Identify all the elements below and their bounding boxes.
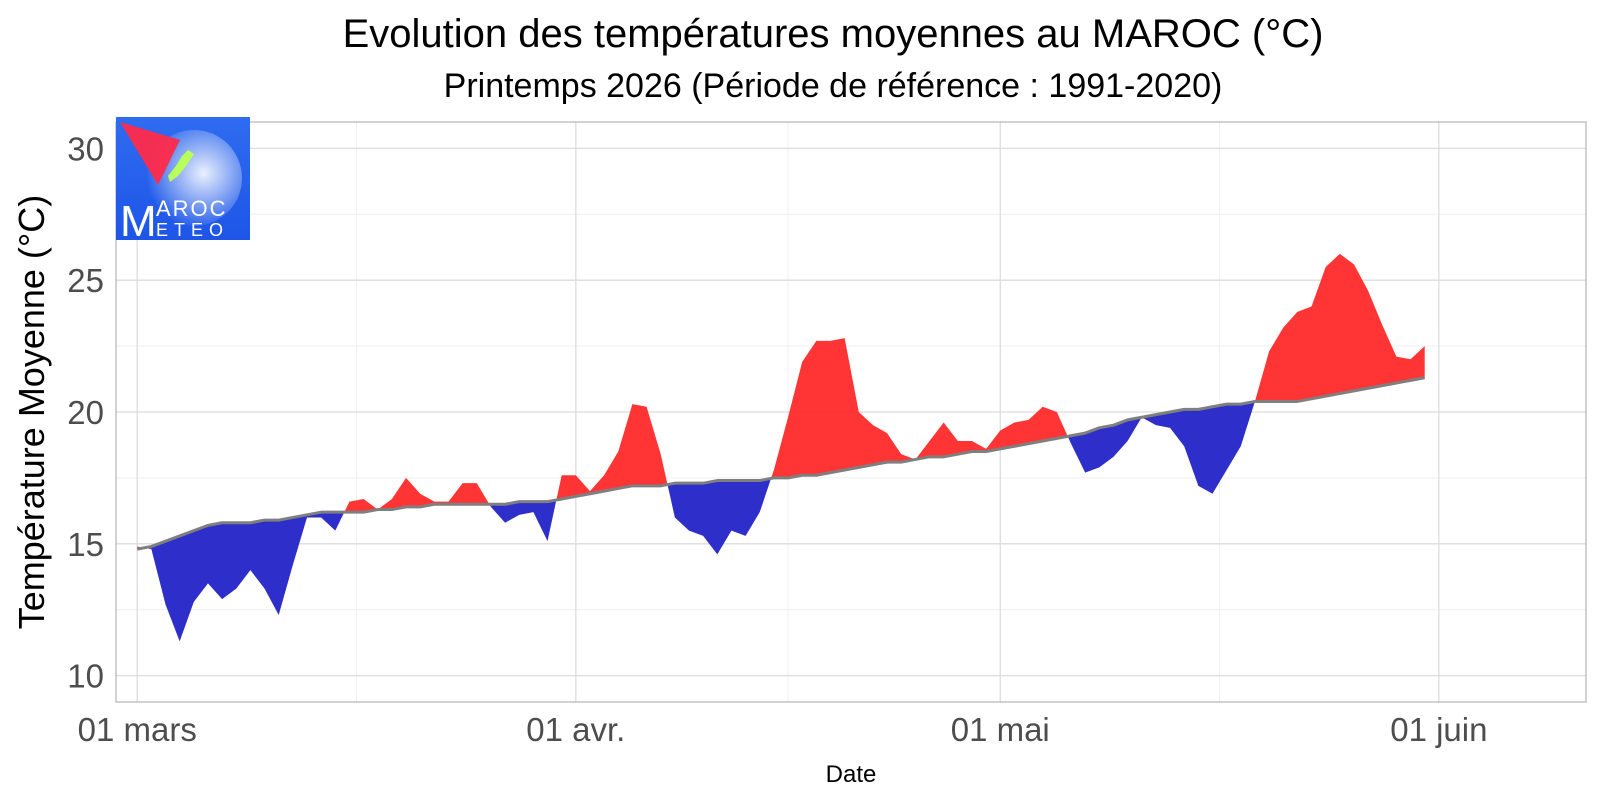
y-tick-label: 30 — [67, 130, 104, 167]
plot-panel-border — [115, 121, 1587, 703]
logo-word-aroc: AROC — [156, 196, 228, 221]
x-axis-title: Date — [826, 761, 877, 788]
below-normal-area — [489, 499, 557, 542]
x-axis-ticks: 01 mars 01 avr. 01 mai 01 juin — [78, 711, 1488, 748]
logo-letter-m: M — [120, 197, 157, 246]
minor-grid — [116, 122, 1586, 702]
logo-flag-icon — [120, 122, 180, 185]
x-tick-label: 01 avr. — [526, 711, 625, 748]
maroc-meteo-logo: M AROC ETEO — [116, 117, 250, 246]
x-tick-label: 01 mars — [78, 711, 197, 748]
above-normal-area — [1254, 253, 1425, 402]
above-normal-area — [556, 404, 668, 500]
y-tick-label: 10 — [67, 658, 104, 695]
x-tick-label: 01 mai — [951, 711, 1050, 748]
y-axis-title: Température Moyenne (°C) — [11, 195, 52, 630]
below-normal-area — [144, 512, 345, 642]
y-tick-label: 15 — [67, 526, 104, 563]
normal-temperature-line — [136, 376, 1425, 551]
x-tick-label: 01 juin — [1390, 711, 1487, 748]
below-normal-area — [1067, 417, 1142, 473]
below-normal-area — [667, 478, 772, 555]
y-tick-label: 20 — [67, 394, 104, 431]
temperature-anomaly-areas — [137, 253, 1425, 642]
y-axis-ticks: 10 15 20 25 30 — [67, 130, 104, 694]
chart-subtitle: Printemps 2026 (Période de référence : 1… — [444, 67, 1223, 105]
y-tick-label: 25 — [67, 262, 104, 299]
logo-map-icon — [168, 150, 194, 182]
chart-title: Evolution des températures moyennes au M… — [343, 12, 1324, 56]
logo-word-eteo: ETEO — [156, 220, 229, 240]
above-normal-area — [771, 338, 1068, 479]
normal-line-group — [136, 376, 1425, 551]
below-normal-area — [1141, 401, 1255, 494]
